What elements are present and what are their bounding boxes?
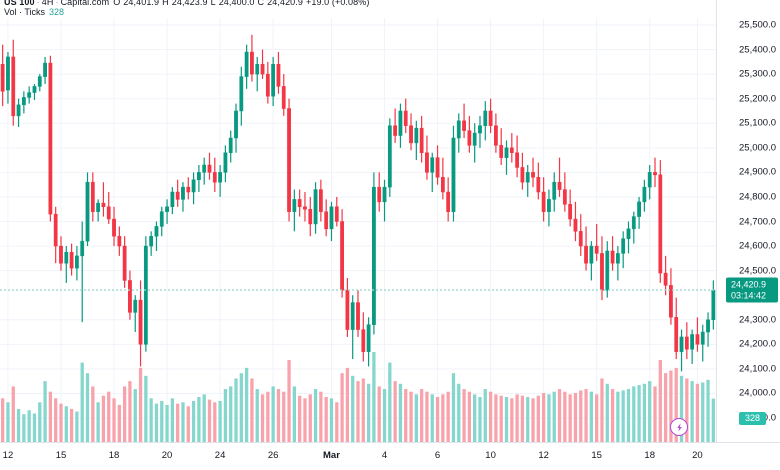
time-axis-tick: 15 bbox=[55, 450, 67, 461]
price-axis-tick: 24,800.0 bbox=[739, 191, 776, 203]
time-axis-tick: 15 bbox=[591, 450, 602, 461]
price-axis-tick: 25,300.0 bbox=[739, 68, 776, 80]
current-price-value: 24,420.9 bbox=[731, 279, 767, 290]
time-axis-tick: 20 bbox=[161, 450, 173, 461]
close-value: 24,420.9 bbox=[267, 0, 303, 7]
price-axis-tick: 24,200.0 bbox=[739, 338, 776, 350]
time-axis-tick: 26 bbox=[267, 450, 279, 461]
time-axis-tick: 24 bbox=[214, 450, 226, 461]
legend-separator-2: · bbox=[55, 0, 59, 7]
low-value: 24,400.0 bbox=[218, 0, 255, 7]
symbol-label[interactable]: US 100 bbox=[4, 0, 35, 7]
change-value: +19.0 (+0.08%) bbox=[306, 0, 370, 7]
time-axis-tick: 18 bbox=[644, 450, 655, 461]
time-axis-tick: Mar bbox=[323, 450, 340, 461]
volume-legend-value: 328 bbox=[49, 7, 65, 17]
time-axis-tick: 10 bbox=[485, 450, 496, 461]
chart-legend-volume: Vol · Ticks 328 bbox=[4, 7, 64, 17]
price-axis-tick: 24,700.0 bbox=[739, 216, 776, 227]
volume-legend-label[interactable]: Vol · Ticks bbox=[4, 7, 46, 17]
open-value: 24,401.9 bbox=[123, 0, 160, 7]
source-label: Capital.com bbox=[60, 0, 110, 7]
high-value: 24,423.9 bbox=[171, 0, 208, 7]
price-axis[interactable]: 25,500.0 25,400.0 25,300.0 25,200.0 25,100.0… bbox=[716, 0, 780, 442]
high-label: H bbox=[162, 0, 169, 7]
price-axis-tick: 25,400.0 bbox=[739, 44, 776, 56]
legend-separator-1: · bbox=[36, 0, 40, 7]
current-volume-badge[interactable]: 328 bbox=[738, 412, 766, 425]
price-axis-tick: 24,600.0 bbox=[739, 240, 776, 252]
current-price-line bbox=[0, 289, 716, 291]
price-axis-tick: 24,300.0 bbox=[739, 314, 776, 326]
price-axis-tick: 24,500.0 bbox=[739, 265, 776, 277]
price-axis-tick: 25,000.0 bbox=[739, 142, 776, 154]
time-axis-tick: 18 bbox=[108, 450, 120, 461]
current-price-badge[interactable]: 24,420.9 03:14:42 bbox=[726, 277, 778, 303]
interval-label[interactable]: 4H bbox=[41, 0, 54, 7]
grid-lines bbox=[0, 18, 716, 442]
time-axis-tick: 20 bbox=[692, 450, 703, 461]
price-axis-tick: 25,100.0 bbox=[739, 117, 776, 129]
price-axis-tick: 25,200.0 bbox=[739, 93, 776, 105]
low-label: L bbox=[210, 0, 216, 7]
lightning-bolt-glyph bbox=[676, 423, 682, 431]
open-label: O bbox=[113, 0, 121, 7]
chart-legend-ohlc: US 100 · 4H · Capital.com O 24,401.9 H 24,423.9 L… bbox=[4, 0, 372, 7]
price-axis-tick: 24,900.0 bbox=[739, 166, 776, 178]
volume-series bbox=[1, 352, 715, 442]
time-axis-tick: 12 bbox=[538, 450, 549, 461]
ohlc-values: O 24,401.9 H 24,423.9 L 24,400.0 C 24,420.9 +19.… bbox=[113, 0, 372, 7]
time-axis-tick: 12 bbox=[2, 450, 14, 461]
price-axis-tick: 24,100.0 bbox=[739, 363, 776, 375]
bar-countdown: 03:14:42 bbox=[731, 290, 767, 301]
close-label: C bbox=[257, 0, 265, 7]
time-axis[interactable]: 12 15 18 20 24 26 Mar 4 6 10 12 15 18 20 bbox=[0, 442, 780, 470]
time-axis-tick: 4 bbox=[381, 450, 388, 461]
time-axis-tick: 6 bbox=[434, 450, 441, 461]
candlestick-series bbox=[0, 34, 716, 372]
price-axis-tick: 25,500.0 bbox=[739, 19, 776, 31]
price-axis-tick: 24,000.0 bbox=[739, 387, 776, 399]
chart-plot-area[interactable] bbox=[0, 18, 716, 442]
lightning-bolt-icon[interactable] bbox=[670, 418, 688, 436]
